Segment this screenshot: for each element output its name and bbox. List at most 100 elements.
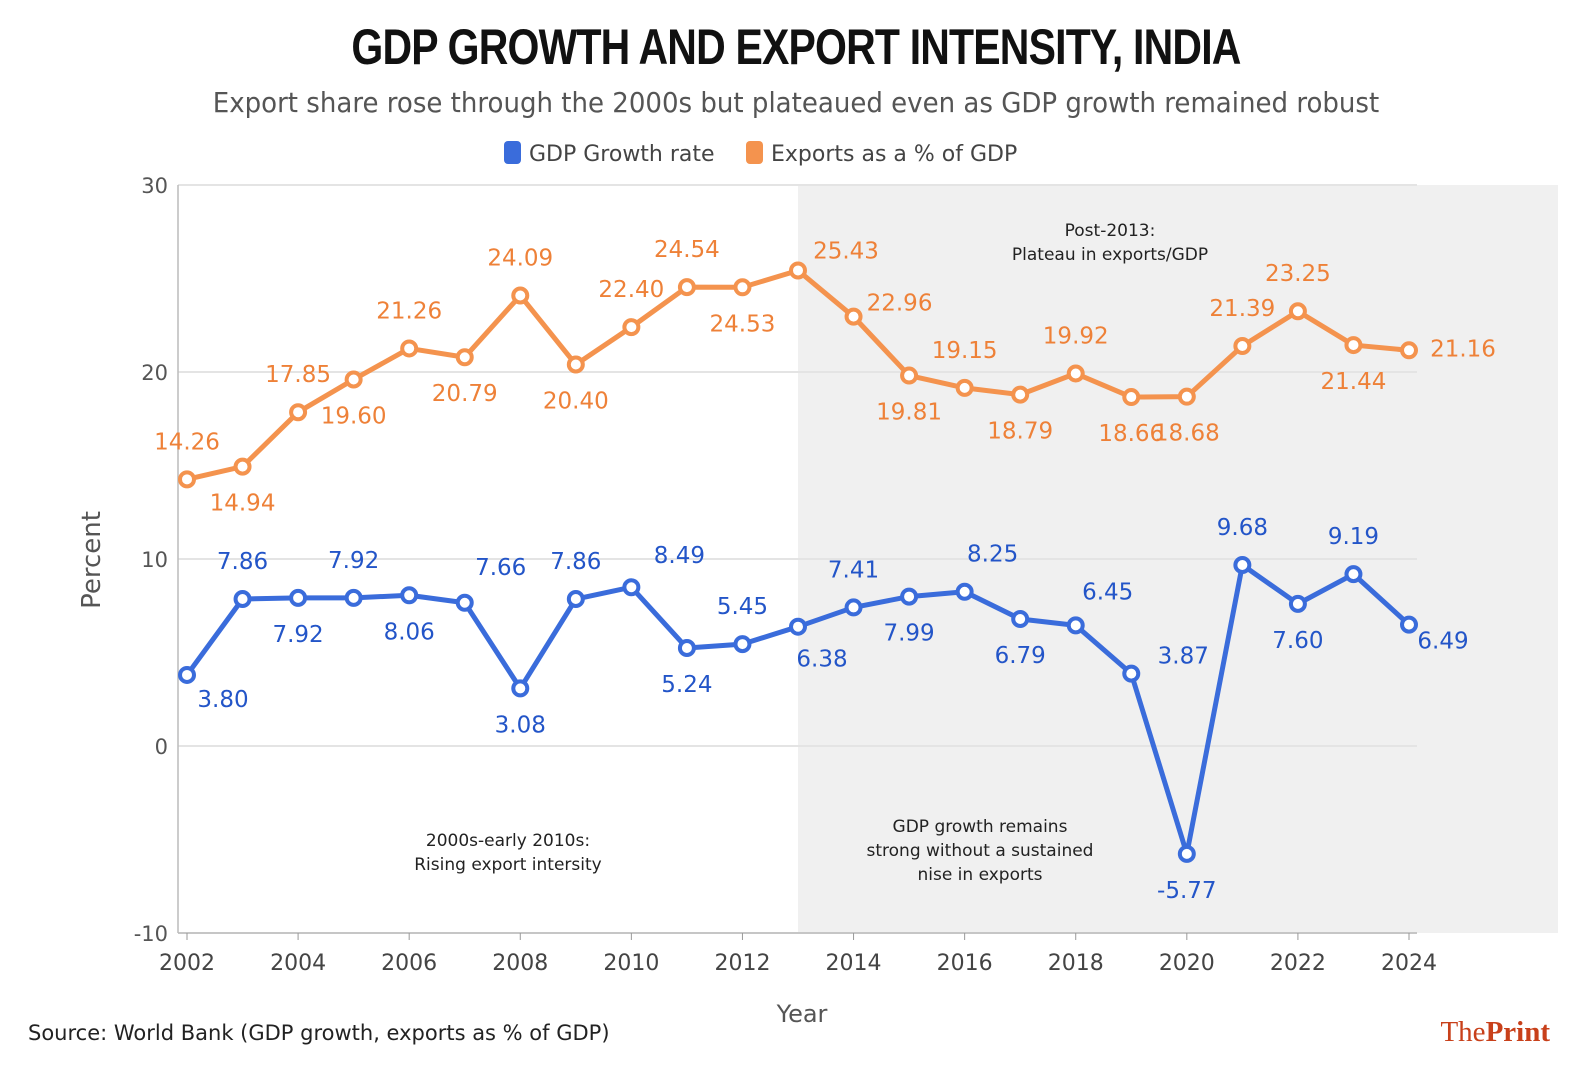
data-label: 3.08	[495, 712, 546, 738]
data-point	[178, 470, 196, 489]
data-label: 18.66	[1098, 421, 1164, 447]
y-tick-label: 0	[155, 735, 168, 759]
data-point	[733, 635, 752, 654]
data-label: 22.40	[598, 277, 664, 303]
data-point	[1288, 594, 1307, 613]
data-point	[1400, 615, 1418, 634]
data-point	[400, 586, 419, 605]
data-label: 25.43	[813, 238, 879, 264]
annotation-text: Post-2013:	[1065, 221, 1156, 241]
data-point	[344, 370, 363, 389]
x-tick-label: 2012	[714, 951, 770, 976]
x-tick-label: 2024	[1381, 951, 1437, 976]
data-point	[1288, 302, 1307, 321]
y-tick-label: 20	[141, 361, 168, 385]
x-tick-label: 2016	[937, 951, 993, 976]
data-point	[1066, 616, 1085, 635]
annotation-text: strong without a sustained	[867, 841, 1094, 861]
data-point	[455, 593, 474, 612]
data-point	[789, 261, 807, 280]
x-tick-label: 2006	[381, 951, 437, 976]
data-label: 17.85	[265, 362, 331, 388]
x-tick-label: 2022	[1270, 951, 1326, 976]
data-point	[289, 403, 308, 422]
x-tick-label: 2008	[492, 951, 548, 976]
data-label: -5.77	[1157, 878, 1217, 904]
data-label: 14.26	[154, 429, 220, 455]
data-label: 19.92	[1043, 323, 1109, 349]
legend-label: Exports as a % of GDP	[771, 142, 1017, 167]
data-label: 3.87	[1158, 644, 1209, 670]
data-point	[178, 665, 196, 684]
y-tick-label: -10	[134, 922, 168, 946]
data-label: 19.60	[321, 403, 387, 429]
data-label: 8.49	[654, 543, 705, 569]
legend-label: GDP Growth rate	[529, 142, 715, 167]
data-label: 9.68	[1217, 515, 1268, 541]
data-point	[844, 307, 863, 326]
data-point	[233, 590, 252, 609]
data-point	[1233, 337, 1252, 356]
annotation-text: Plateau in exports/GDP	[1012, 245, 1208, 265]
data-point	[900, 366, 919, 385]
x-tick-label: 2020	[1159, 951, 1215, 976]
legend-swatch	[504, 141, 521, 164]
data-point	[566, 355, 585, 374]
data-label: 7.92	[272, 622, 323, 648]
data-label: 6.49	[1417, 629, 1468, 655]
annotation-text: Rising export intersity	[414, 855, 601, 875]
data-label: 7.60	[1272, 628, 1323, 654]
x-tick-label: 2002	[159, 951, 215, 976]
data-point	[1344, 565, 1363, 584]
theprint-logo: ThePrint	[1440, 1016, 1550, 1048]
data-point	[955, 582, 974, 601]
data-point	[1122, 388, 1141, 407]
data-point	[455, 348, 474, 367]
data-label: 14.94	[210, 491, 276, 517]
data-point	[677, 278, 696, 297]
data-label: 5.45	[717, 594, 768, 620]
data-point	[677, 639, 696, 658]
data-label: 20.40	[543, 389, 609, 415]
x-tick-label: 2010	[603, 951, 659, 976]
data-point	[1066, 364, 1085, 383]
data-label: 6.79	[995, 643, 1046, 669]
annotation-text: GDP growth remains	[893, 817, 1068, 837]
chart-subtitle: Export share rose through the 2000s but …	[212, 86, 1380, 119]
data-point	[289, 588, 308, 607]
data-point	[233, 457, 252, 476]
data-point	[511, 679, 530, 698]
data-point	[1122, 664, 1141, 683]
y-tick-label: 10	[141, 548, 168, 572]
data-label: 7.86	[217, 549, 268, 575]
data-label: 6.45	[1082, 579, 1133, 605]
data-label: 23.25	[1265, 261, 1331, 287]
data-point	[1011, 610, 1030, 629]
data-label: 19.81	[876, 400, 942, 426]
data-label: 21.39	[1209, 296, 1275, 322]
data-point	[955, 378, 974, 397]
data-label: 19.15	[932, 338, 998, 364]
data-point	[1400, 341, 1418, 360]
data-point	[344, 588, 363, 607]
data-label: 7.86	[550, 549, 601, 575]
data-label: 21.44	[1321, 369, 1387, 395]
legend-swatch	[746, 141, 763, 164]
data-point	[789, 617, 807, 636]
data-label: 24.54	[654, 237, 720, 263]
data-point	[622, 318, 641, 337]
x-tick-label: 2014	[826, 951, 882, 976]
data-label: 21.26	[376, 298, 442, 324]
y-axis-label: Percent	[77, 511, 107, 609]
data-point	[511, 286, 530, 305]
data-point	[1011, 385, 1030, 404]
source-note: Source: World Bank (GDP growth, exports …	[28, 1021, 610, 1045]
data-label: 20.79	[432, 381, 498, 407]
chart-title: GDP GROWTH AND EXPORT INTENSITY, INDIA	[351, 19, 1241, 75]
data-point	[733, 278, 752, 297]
data-point	[1177, 387, 1196, 406]
data-label: 9.19	[1328, 524, 1379, 550]
data-point	[400, 339, 419, 358]
data-point	[1177, 844, 1196, 863]
